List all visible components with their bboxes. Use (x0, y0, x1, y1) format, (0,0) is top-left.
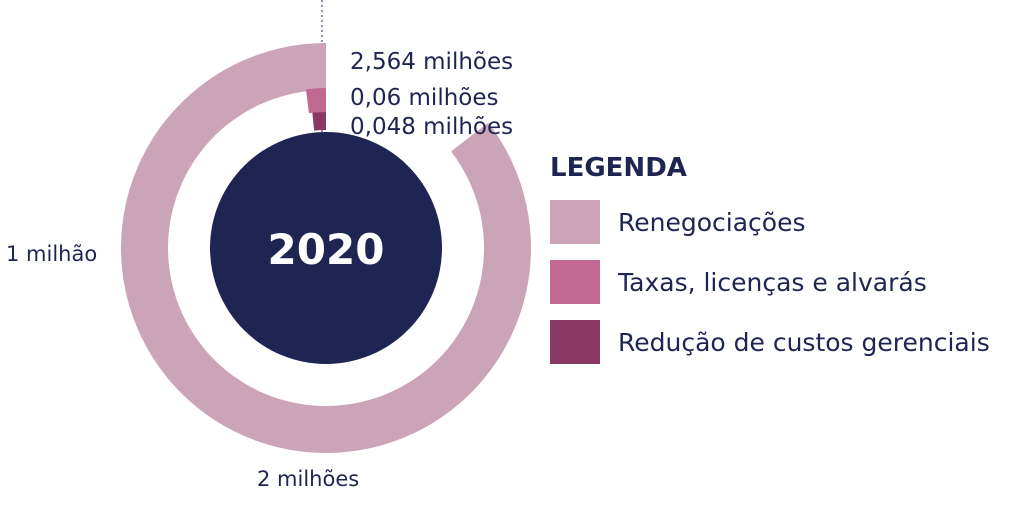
value-label-renegociacoes: 2,564 milhões (350, 49, 513, 75)
legend-item-reducao: Redução de custos gerenciais (550, 320, 1020, 364)
legend-item-taxas: Taxas, licenças e alvarás (550, 260, 1020, 304)
legend: LEGENDA Renegociações Taxas, licenças e … (550, 148, 1020, 380)
legend-label-taxas: Taxas, licenças e alvarás (618, 267, 927, 297)
legend-swatch-renegociacoes (550, 200, 600, 244)
legend-label-reducao: Redução de custos gerenciais (618, 327, 990, 357)
series-bars (120, 43, 531, 453)
legend-label-renegociacoes: Renegociações (618, 207, 806, 237)
legend-item-renegociacoes: Renegociações (550, 200, 1020, 244)
value-label-taxas: 0,06 milhões (350, 85, 499, 111)
tick-label-1: 1 milhão (6, 242, 97, 266)
legend-title: LEGENDA (550, 153, 687, 183)
legend-swatch-reducao (550, 320, 600, 364)
bar-taxas (305, 88, 326, 114)
bar-reducao (312, 112, 326, 131)
legend-swatch-taxas (550, 260, 600, 304)
value-label-reducao: 0,048 milhões (350, 114, 513, 140)
center-year-label: 2020 (268, 225, 385, 274)
center-circle (210, 132, 442, 364)
tick-label-2: 2 milhões (257, 467, 359, 491)
